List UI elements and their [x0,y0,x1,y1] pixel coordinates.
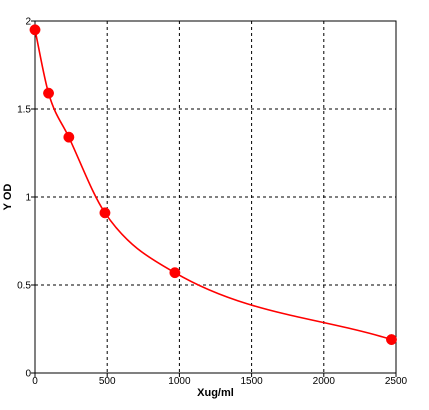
y-axis-label: Y OD [2,184,14,211]
x-tick-label: 0 [32,376,38,387]
data-point [169,267,181,279]
x-tick-label: 1000 [168,376,191,387]
x-tick-label: 2500 [385,376,408,387]
fit-curve [34,29,392,341]
y-tick-label: 1.5 [17,105,31,116]
data-point [386,334,397,346]
data-point [99,207,111,219]
data-points [29,24,397,346]
x-axis-label: Xug/ml [197,387,234,399]
y-tick-label: 0 [25,369,31,380]
data-point [43,87,54,99]
y-tick-label: 0.5 [17,281,31,292]
y-tick-label: 2 [25,17,31,28]
data-point [29,24,41,36]
tick-marks [31,20,397,377]
tick-labels: 0 500 1000 1500 2000 2500 0 0.5 1 1.5 2 [17,17,407,388]
data-point [63,131,75,143]
x-tick-label: 1500 [240,376,263,387]
y-tick-label: 1 [25,193,31,204]
x-tick-label: 2000 [313,376,336,387]
grid [35,21,396,373]
x-tick-label: 500 [99,376,116,387]
